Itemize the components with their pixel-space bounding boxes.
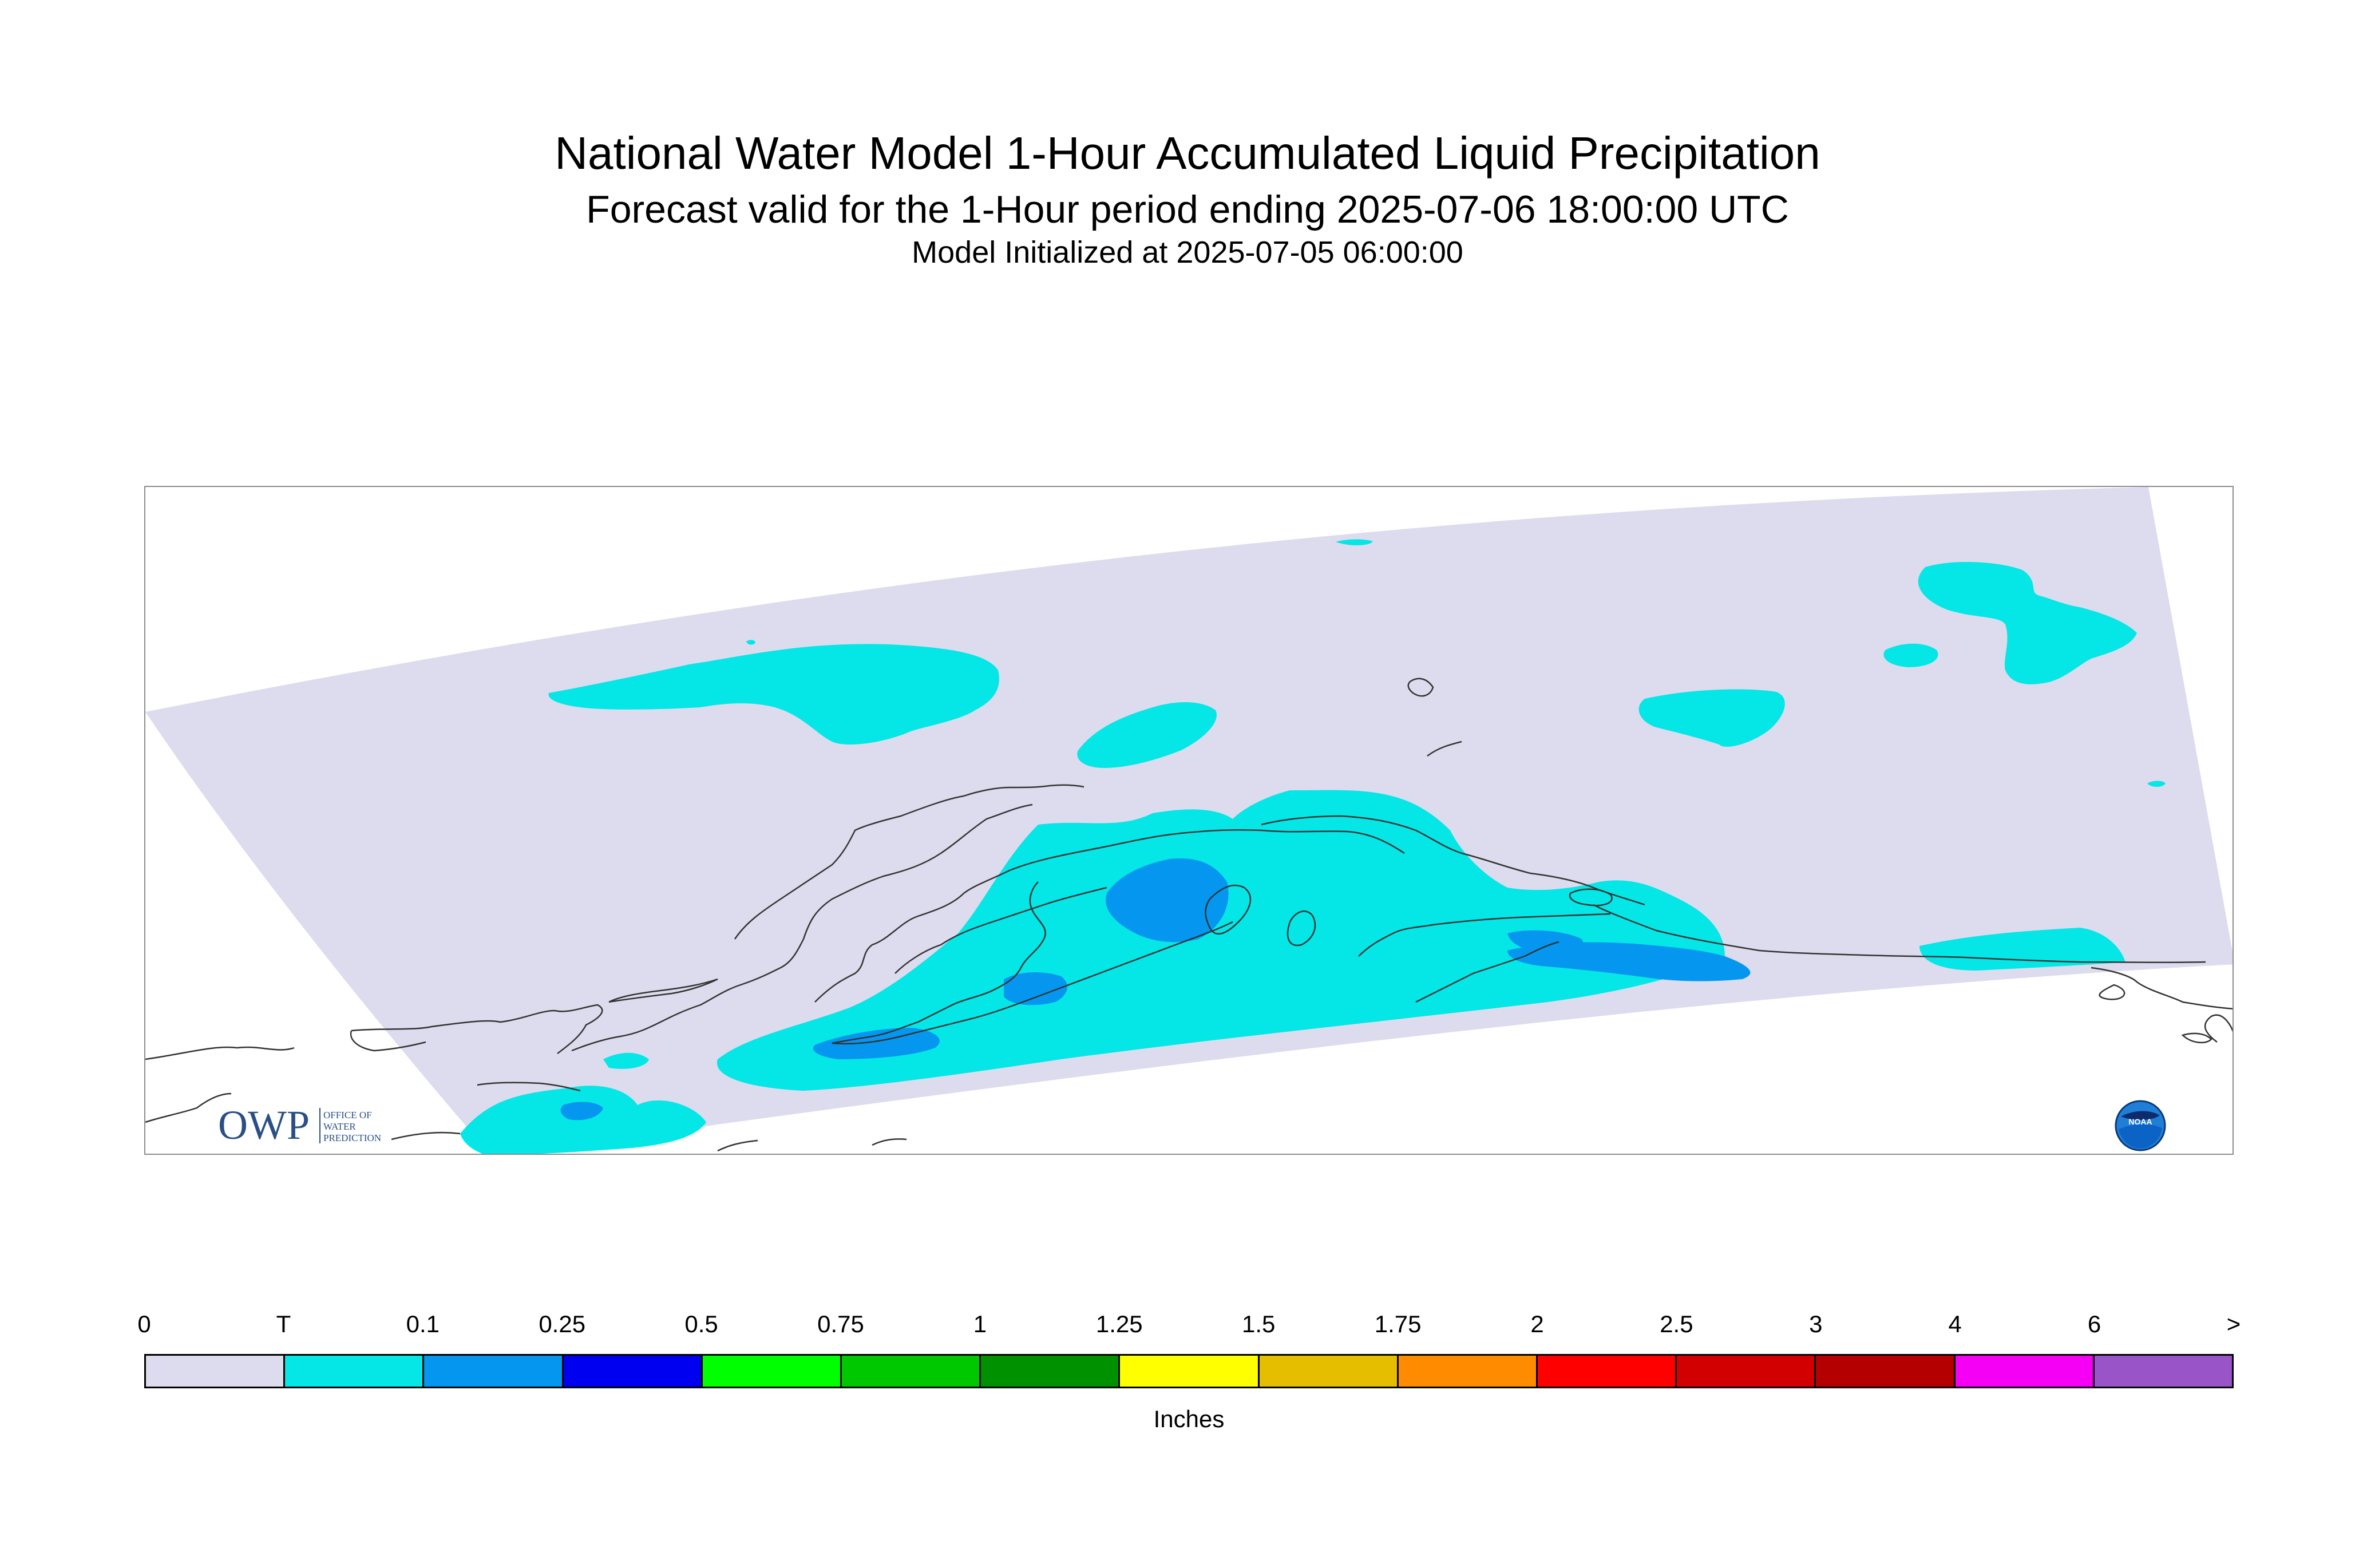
owp-logo-letters: OWP [218, 1102, 310, 1148]
coastline [1287, 910, 1316, 947]
precip-legend: 0 T 0.1 0.25 0.5 0.75 1 1.25 1.5 1.75 2 2.5 3 4 6 > Inc… [137, 1310, 2241, 1465]
legend-tick-label: 0 [137, 1310, 151, 1337]
coastline [1261, 815, 1462, 854]
legend-swatch [424, 1356, 564, 1387]
trace-precip-areas [460, 539, 2166, 1154]
coastline [872, 1138, 907, 1146]
svg-text:PREDICTION: PREDICTION [323, 1133, 381, 1143]
legend-tick-label: 1.5 [1241, 1310, 1276, 1337]
coastline [2204, 1014, 2232, 1043]
precip-area [1507, 942, 1751, 981]
precip-area [1638, 689, 1785, 747]
legend-swatch [1259, 1356, 1399, 1387]
legend-swatch [1398, 1356, 1538, 1387]
coastline [832, 881, 1046, 1044]
legend-tick-label: 6 [2087, 1310, 2101, 1337]
coastline [1407, 678, 1434, 697]
legend-swatch [1677, 1356, 1816, 1387]
legend-swatch [981, 1356, 1121, 1387]
map-subtitle: Forecast valid for the 1-Hour period end… [586, 188, 1789, 231]
coastline [608, 978, 718, 1003]
coastline [351, 1004, 603, 1054]
coastline [1569, 888, 1613, 906]
legend-tick-label: 0.25 [539, 1310, 586, 1337]
coastline [814, 829, 1405, 1003]
precip-area [1106, 858, 1229, 943]
coastline [1593, 904, 2206, 964]
legend-tick-label: 0.5 [684, 1310, 718, 1337]
coastline [2099, 984, 2125, 1000]
precip-area [548, 644, 999, 745]
legend-tick-label: 4 [1948, 1310, 1962, 1337]
noaa-logo-text: NOAA [2128, 1117, 2152, 1126]
legend-tick-label: 0.1 [406, 1310, 440, 1337]
precip-area [1919, 928, 2125, 971]
coastlines [145, 678, 2232, 1152]
precip-area [1077, 702, 1217, 768]
coastline [145, 1092, 232, 1123]
precip-area [560, 1102, 603, 1120]
precip-area [603, 1052, 649, 1069]
legend-units: Inches [1153, 1405, 1225, 1432]
coastline [734, 784, 1084, 940]
legend-tick-label: > [2226, 1310, 2241, 1337]
legend-colorbar [144, 1354, 2234, 1388]
legend-swatch [702, 1356, 842, 1387]
coastline [571, 803, 1033, 1052]
light-precip-areas [560, 858, 1751, 1120]
precip-area [1336, 539, 1373, 545]
precip-area [717, 790, 1725, 1091]
coastline [894, 886, 1107, 974]
legend-tick-label: 0.75 [817, 1310, 864, 1337]
coastline [391, 1131, 461, 1141]
model-init-time: Model Initialized at 2025-07-05 06:00:00 [912, 235, 1463, 270]
precip-area [746, 640, 755, 645]
coastline [2181, 1032, 2212, 1044]
precip-area [1004, 972, 1067, 1005]
precip-area [813, 1028, 940, 1059]
coastline [1205, 884, 1251, 935]
map-title: National Water Model 1-Hour Accumulated … [555, 128, 1820, 179]
legend-tick-label: 3 [1809, 1310, 1823, 1337]
coastline [717, 1139, 758, 1152]
legend-swatch [285, 1356, 425, 1387]
legend-tick-label: T [276, 1310, 291, 1337]
coastline [1358, 913, 1611, 957]
precipitation-map: OWP OFFICE OF WATER PREDICTION NOAA [144, 486, 2234, 1155]
legend-tick-label: 1.25 [1095, 1310, 1143, 1337]
coastline [477, 1082, 581, 1092]
legend-swatch [2094, 1356, 2232, 1387]
svg-text:WATER: WATER [323, 1121, 356, 1132]
precip-area [1918, 561, 2137, 684]
legend-tick-label: 1.75 [1374, 1310, 1422, 1337]
coastline [350, 1030, 426, 1052]
precip-area [1883, 643, 1938, 667]
legend-swatch [1538, 1356, 1677, 1387]
coastline [1427, 741, 1462, 757]
legend-swatch [146, 1356, 286, 1387]
legend-swatch [1120, 1356, 1260, 1387]
coastline [2091, 967, 2232, 1009]
legend-tick-label: 2 [1530, 1310, 1544, 1337]
coastline [1415, 941, 1559, 1003]
coastline [145, 1046, 295, 1060]
precip-area [2147, 781, 2166, 787]
coastline [832, 921, 1233, 1045]
legend-swatch [563, 1356, 703, 1387]
legend-swatch [1816, 1356, 1956, 1387]
svg-text:OFFICE OF: OFFICE OF [323, 1110, 372, 1120]
legend-swatch [1955, 1356, 2095, 1387]
coastline [1461, 852, 1645, 906]
legend-swatch [842, 1356, 981, 1387]
legend-tick-label: 2.5 [1660, 1310, 1693, 1337]
legend-tick-label: 1 [973, 1310, 987, 1337]
